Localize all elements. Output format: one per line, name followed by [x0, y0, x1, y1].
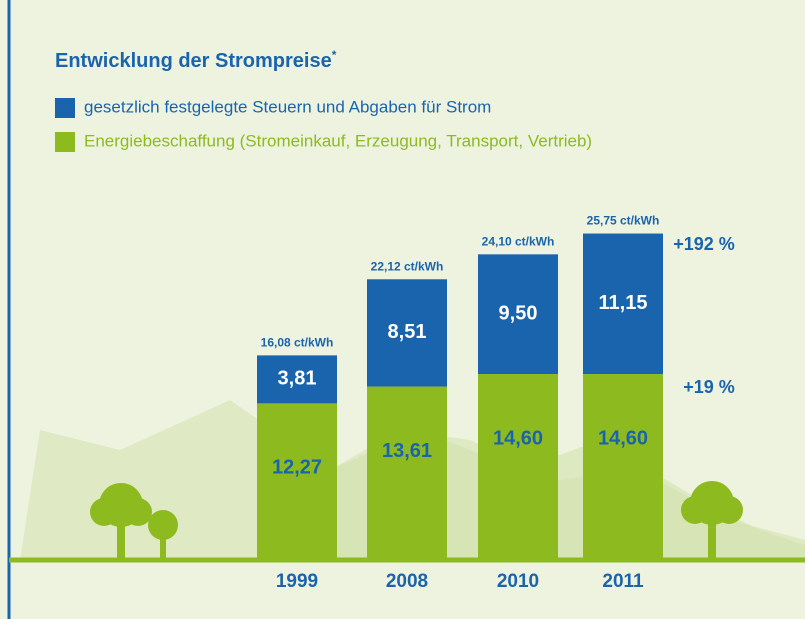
title-text: Entwicklung der Strompreise — [55, 50, 332, 72]
chart-title: Entwicklung der Strompreise* — [55, 48, 337, 72]
bar-segment — [257, 403, 337, 558]
bar-segment — [367, 279, 447, 387]
x-tick-label: 2008 — [386, 571, 428, 592]
x-tick-label: 2011 — [602, 571, 644, 592]
bar-segment — [478, 254, 558, 375]
title-mark: * — [332, 48, 337, 62]
x-tick-label: 1999 — [276, 571, 318, 592]
legend-swatch — [55, 132, 75, 152]
bar-segment — [257, 355, 337, 404]
value-label: 9,50 — [499, 302, 538, 324]
value-label: 8,51 — [388, 321, 427, 343]
value-label: 14,60 — [598, 427, 648, 449]
total-label: 16,08 ct/kWh — [261, 336, 334, 350]
value-label: 14,60 — [493, 427, 543, 449]
x-tick-label: 2010 — [497, 571, 539, 592]
trees — [90, 481, 743, 560]
total-label: 24,10 ct/kWh — [482, 235, 555, 249]
bar-segment — [478, 374, 558, 558]
bar-segment — [583, 374, 663, 558]
annotation: +192 % — [673, 234, 735, 254]
bar-segment — [583, 233, 663, 375]
bar-segment — [367, 386, 447, 558]
legend-label: gesetzlich festgelegte Steuern und Abgab… — [84, 97, 491, 116]
value-label: 13,61 — [382, 440, 432, 462]
value-label: 12,27 — [272, 457, 322, 479]
value-label: 11,15 — [599, 292, 648, 314]
total-label: 25,75 ct/kWh — [587, 214, 660, 228]
legend-swatch — [55, 98, 75, 118]
total-label: 22,12 ct/kWh — [371, 259, 444, 273]
legend-label: Energiebeschaffung (Stromeinkauf, Erzeug… — [84, 131, 592, 150]
annotation: +19 % — [683, 377, 735, 397]
value-label: 3,81 — [278, 368, 317, 390]
